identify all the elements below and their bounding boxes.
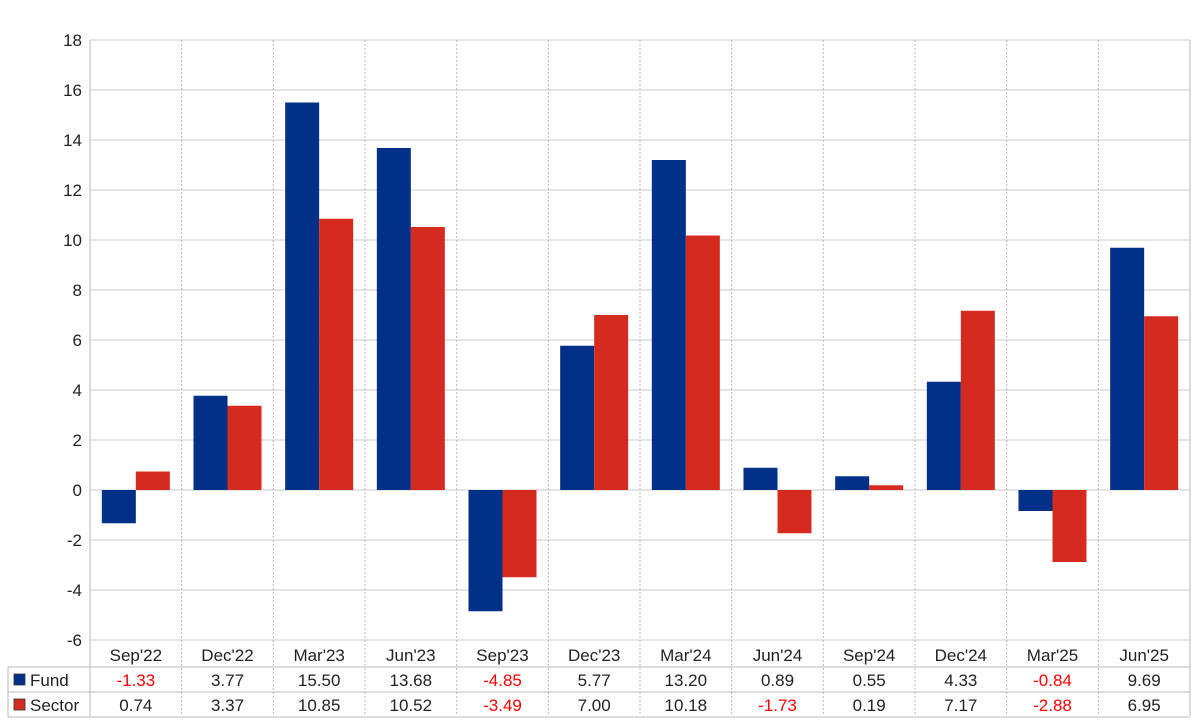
bar-sector [135, 471, 170, 490]
data-label: -4.85 [483, 671, 522, 690]
bar-sector [410, 227, 445, 490]
bar-fund [101, 490, 136, 524]
y-tick-label: 10 [63, 231, 82, 250]
data-label: 7.00 [578, 696, 611, 715]
data-label: 13.68 [390, 671, 433, 690]
bar-fund [560, 345, 595, 490]
bar-fund [376, 148, 411, 490]
data-table: Sep'22 Dec'22 Mar'23 Jun'23 Sep'23 Dec'23 Mar'… [7, 646, 1190, 718]
x-tick-label: Jun'25 [1119, 646, 1169, 665]
y-tick-label: 12 [63, 181, 82, 200]
y-tick-label: 2 [73, 431, 82, 450]
data-label: 9.69 [1128, 671, 1161, 690]
data-label: 7.17 [944, 696, 977, 715]
data-label: 3.37 [211, 696, 244, 715]
bar-fund [651, 160, 686, 490]
y-tick-label: 18 [63, 31, 82, 50]
grid-lines [89, 39, 1191, 716]
y-tick-label: 16 [63, 81, 82, 100]
data-label: 10.52 [390, 696, 433, 715]
data-label: 10.18 [665, 696, 708, 715]
y-tick-label: 14 [63, 131, 82, 150]
bar-sector [1144, 316, 1179, 490]
bar-sector [319, 218, 354, 490]
data-label: 0.74 [119, 696, 152, 715]
legend-swatch-sector [13, 698, 26, 711]
bar-sector [1052, 490, 1087, 562]
y-tick-label: 0 [73, 481, 82, 500]
x-tick-label: Sep'22 [110, 646, 162, 665]
data-label: 0.89 [761, 671, 794, 690]
legend-swatch-fund [13, 673, 26, 686]
bar-sector [227, 405, 262, 490]
bar-sector [502, 490, 537, 578]
y-tick-label: 6 [73, 331, 82, 350]
y-tick-label: 8 [73, 281, 82, 300]
data-label: 5.77 [578, 671, 611, 690]
x-tick-label: Sep'23 [476, 646, 528, 665]
data-label: -0.84 [1033, 671, 1072, 690]
x-tick-label: Mar'25 [1027, 646, 1078, 665]
bar-fund [1110, 247, 1145, 490]
y-tick-label: 4 [73, 381, 82, 400]
data-label: -1.33 [116, 671, 155, 690]
x-tick-label: Sep'24 [843, 646, 895, 665]
bar-fund [743, 467, 778, 490]
bars [101, 102, 1179, 612]
bar-fund [835, 476, 870, 490]
data-label: 3.77 [211, 671, 244, 690]
data-label: -3.49 [483, 696, 522, 715]
data-label: 13.20 [665, 671, 708, 690]
x-tick-label: Mar'23 [293, 646, 344, 665]
bar-fund [193, 395, 228, 490]
y-tick-label: -2 [67, 531, 82, 550]
bar-sector [869, 485, 904, 490]
x-tick-label: Dec'24 [935, 646, 987, 665]
x-tick-label: Jun'24 [753, 646, 803, 665]
bar-fund [926, 381, 961, 490]
row-label: Sector [30, 696, 79, 715]
y-tick-label: -4 [67, 581, 82, 600]
data-label: -1.73 [758, 696, 797, 715]
x-tick-label: Jun'23 [386, 646, 436, 665]
bar-sector [777, 490, 812, 534]
x-tick-label: Mar'24 [660, 646, 711, 665]
bar-sector [685, 235, 720, 490]
data-label: 10.85 [298, 696, 341, 715]
data-label: 0.19 [853, 696, 886, 715]
bar-sector [960, 310, 995, 490]
x-tick-label: Dec'22 [201, 646, 253, 665]
data-label: -2.88 [1033, 696, 1072, 715]
data-label: 0.55 [853, 671, 886, 690]
bar-fund [468, 490, 503, 612]
row-label: Fund [30, 671, 69, 690]
bar-fund [285, 102, 320, 490]
y-axis-ticks: -6 -4 -2 0 2 4 6 8 10 12 14 16 18 [63, 31, 82, 650]
bar-sector [594, 315, 629, 490]
data-label: 15.50 [298, 671, 341, 690]
x-tick-label: Dec'23 [568, 646, 620, 665]
data-label: 6.95 [1128, 696, 1161, 715]
bar-fund [1018, 490, 1053, 511]
y-tick-label: -6 [67, 631, 82, 650]
data-label: 4.33 [944, 671, 977, 690]
